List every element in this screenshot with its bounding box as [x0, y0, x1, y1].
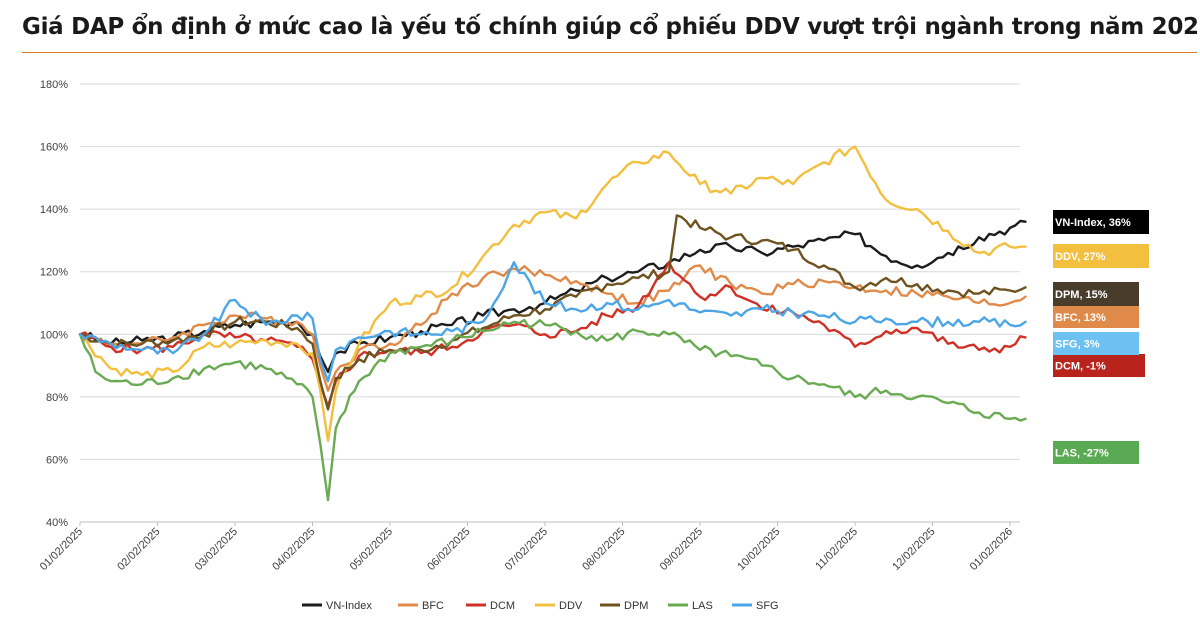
- end-label-las: LAS, -27%: [1055, 448, 1109, 460]
- y-axis: 40% 60% 80% 100% 120% 140% 160% 180%: [40, 79, 68, 529]
- x-tick-label: 10/02/2025: [735, 526, 782, 573]
- series-line-ddv: [78, 145, 1027, 442]
- end-labels: VN-Index, 36% BFC, 13% DCM, -1% DDV, 27% DPM…: [1053, 210, 1149, 464]
- end-label-bfc: BFC, 13%: [1055, 312, 1106, 324]
- series-line-dcm: [78, 261, 1027, 408]
- end-label-box-bfc: [1053, 306, 1139, 328]
- end-label-box-dcm: [1053, 354, 1145, 377]
- x-axis: 01/02/2025 02/02/2025 03/02/2025 04/02/2025…: [38, 521, 1020, 573]
- end-label-sfg: SFG, 3%: [1055, 339, 1100, 351]
- series-line-bfc: [78, 264, 1027, 392]
- x-tick-label: 11/02/2025: [813, 526, 860, 573]
- title-underline: [22, 52, 1197, 53]
- end-label-ddv: DDV, 27%: [1055, 251, 1106, 263]
- end-label-dcm: DCM, -1%: [1055, 361, 1106, 373]
- legend-label-las: LAS: [692, 600, 713, 612]
- x-tick-label: 07/02/2025: [503, 526, 550, 573]
- end-label-dpm: DPM, 15%: [1055, 289, 1108, 301]
- y-tick-label: 40%: [46, 517, 68, 529]
- end-label-box-vn-index: [1053, 210, 1149, 234]
- legend-label-ddv: DDV: [559, 600, 583, 612]
- y-tick-label: 120%: [40, 267, 68, 279]
- series-line-vn-index: [78, 219, 1027, 373]
- series-line-dpm: [78, 214, 1027, 411]
- end-label-box-sfg: [1053, 332, 1139, 355]
- gridlines: [80, 83, 1020, 523]
- x-tick-label: 06/02/2025: [425, 526, 472, 573]
- x-tick-label: 04/02/2025: [270, 526, 317, 573]
- y-tick-label: 160%: [40, 142, 68, 154]
- x-tick-label: 12/02/2025: [890, 526, 937, 573]
- series-lines: [78, 145, 1027, 502]
- series-line-las: [78, 318, 1027, 502]
- x-tick-label: 02/02/2025: [115, 526, 162, 573]
- x-tick-label: 03/02/2025: [193, 526, 240, 573]
- y-tick-label: 140%: [40, 204, 68, 216]
- y-tick-label: 180%: [40, 79, 68, 91]
- legend-label-dcm: DCM: [490, 600, 515, 612]
- end-label-vn-index: VN-Index, 36%: [1055, 217, 1131, 229]
- legend-label-sfg: SFG: [756, 600, 779, 612]
- x-tick-label: 05/02/2025: [348, 526, 395, 573]
- end-label-box-dpm: [1053, 282, 1139, 306]
- end-label-box-ddv: [1053, 244, 1149, 268]
- legend: VN-Index BFC DCM DDV DPM LAS SFG: [302, 600, 779, 612]
- y-tick-label: 80%: [46, 392, 68, 404]
- chart-title: Giá DAP ổn định ở mức cao là yếu tố chín…: [22, 14, 1200, 40]
- x-tick-label: 01/02/2026: [968, 526, 1015, 573]
- y-tick-label: 100%: [40, 329, 68, 341]
- end-label-box-las: [1053, 441, 1139, 464]
- legend-label-bfc: BFC: [422, 600, 444, 612]
- series-line-sfg: [78, 261, 1027, 383]
- x-tick-label: 01/02/2025: [38, 526, 85, 573]
- legend-label-vn-index: VN-Index: [326, 600, 372, 612]
- y-tick-label: 60%: [46, 454, 68, 466]
- x-tick-label: 08/02/2025: [580, 526, 627, 573]
- legend-label-dpm: DPM: [624, 600, 648, 612]
- x-tick-label: 09/02/2025: [658, 526, 705, 573]
